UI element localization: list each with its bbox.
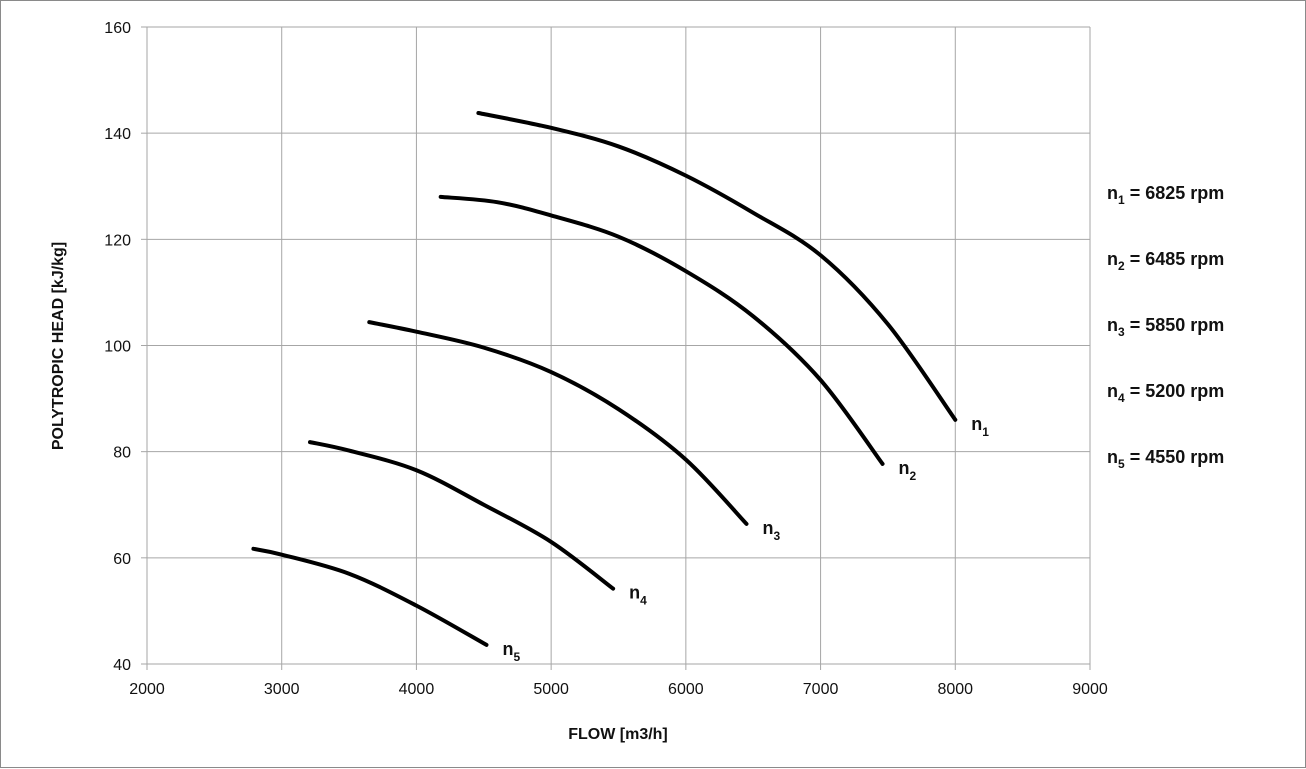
- legend-entry-n1: n1 = 6825 rpm: [1107, 183, 1224, 207]
- y-tick-label: 100: [104, 339, 131, 356]
- curve-n3: [367, 320, 749, 526]
- legend-value: = 5200 rpm: [1125, 381, 1225, 401]
- x-tick-label: 9000: [1072, 681, 1108, 698]
- legend-entry-n4: n4 = 5200 rpm: [1107, 381, 1224, 405]
- legend-subscript: 1: [1118, 193, 1125, 207]
- curve-label-subscript: 4: [640, 594, 647, 608]
- curve-label-n4: n4: [629, 583, 647, 608]
- curve-label-name: n: [629, 583, 640, 603]
- legend-name: n: [1107, 447, 1118, 467]
- legend-value: = 6825 rpm: [1125, 183, 1225, 203]
- curve-label-n2: n2: [899, 458, 917, 483]
- curve-label-name: n: [971, 414, 982, 434]
- curve-label-subscript: 2: [910, 469, 917, 483]
- tick-labels: 2000 3000 4000 5000 6000 7000 8000 9000 40 60 80 10…: [104, 20, 1108, 698]
- curve-label-subscript: 1: [982, 425, 989, 439]
- y-tick-label: 120: [104, 232, 131, 249]
- curve-n1: [476, 110, 958, 422]
- y-tick-label: 40: [113, 657, 131, 674]
- curves: [251, 110, 958, 647]
- legend-name: n: [1107, 381, 1118, 401]
- x-tick-label: 5000: [533, 681, 569, 698]
- legend-entry-n2: n2 = 6485 rpm: [1107, 249, 1224, 273]
- grid: [141, 26, 1091, 670]
- curve-label-subscript: 3: [773, 529, 780, 543]
- curve-label-name: n: [502, 639, 513, 659]
- x-tick-label: 7000: [803, 681, 839, 698]
- legend-value: = 4550 rpm: [1125, 447, 1225, 467]
- legend-name: n: [1107, 315, 1118, 335]
- x-tick-label: 8000: [937, 681, 973, 698]
- legend-value: = 6485 rpm: [1125, 249, 1225, 269]
- y-tick-label: 60: [113, 551, 131, 568]
- curve-label-n5: n5: [502, 639, 520, 664]
- x-tick-label: 2000: [129, 681, 165, 698]
- y-tick-label: 80: [113, 445, 131, 462]
- curve-n2: [438, 194, 885, 466]
- legend-entry-n3: n3 = 5850 rpm: [1107, 315, 1224, 339]
- x-axis-title: FLOW [m3/h]: [568, 726, 668, 743]
- legend-subscript: 5: [1118, 457, 1125, 471]
- curve-label-subscript: 5: [513, 650, 520, 664]
- x-tick-label: 6000: [668, 681, 704, 698]
- y-tick-label: 160: [104, 20, 131, 37]
- x-tick-label: 3000: [264, 681, 300, 698]
- legend-name: n: [1107, 183, 1118, 203]
- legend-subscript: 2: [1118, 259, 1125, 273]
- legend-subscript: 3: [1118, 325, 1125, 339]
- curve-n5: [251, 546, 489, 647]
- legend-subscript: 4: [1118, 391, 1125, 405]
- curve-n4: [308, 440, 616, 591]
- curve-label-n3: n3: [762, 518, 780, 543]
- curve-label-name: n: [899, 458, 910, 478]
- legend-entry-n5: n5 = 4550 rpm: [1107, 447, 1224, 471]
- legend-name: n: [1107, 249, 1118, 269]
- y-axis-title: POLYTROPIC HEAD [kJ/kg]: [50, 242, 67, 450]
- curve-label-n1: n1: [971, 414, 989, 439]
- x-tick-label: 4000: [399, 681, 435, 698]
- curve-label-name: n: [762, 518, 773, 538]
- y-tick-label: 140: [104, 126, 131, 143]
- legend-value: = 5850 rpm: [1125, 315, 1225, 335]
